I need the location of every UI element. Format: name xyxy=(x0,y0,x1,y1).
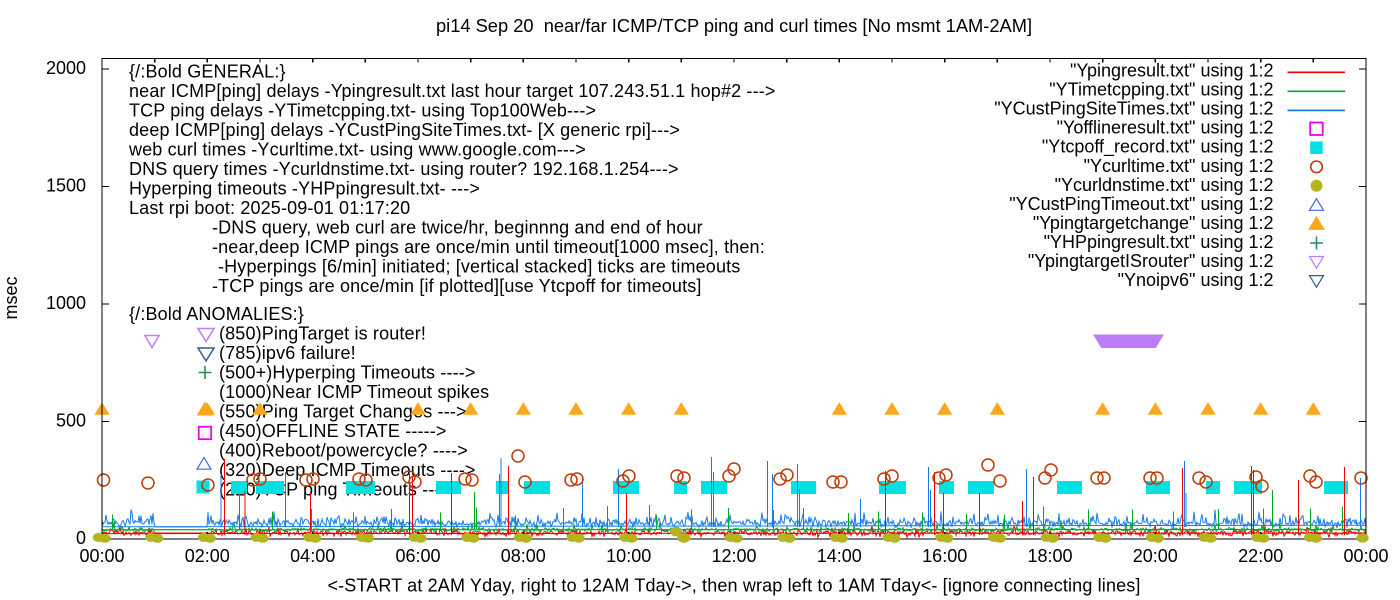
svg-text:Hyperping timeouts -YHPpingres: Hyperping timeouts -YHPpingresult.txt- -… xyxy=(129,179,480,199)
svg-text:1000: 1000 xyxy=(46,293,86,313)
svg-text:14:00: 14:00 xyxy=(817,546,862,566)
svg-text:Last rpi boot: 2025-09-01 01:1: Last rpi boot: 2025-09-01 01:17:20 xyxy=(129,198,410,218)
svg-text:TCP ping delays -YTimetcpping.: TCP ping delays -YTimetcpping.txt- using… xyxy=(129,101,596,121)
svg-text:{/:Bold GENERAL:}: {/:Bold GENERAL:} xyxy=(129,62,286,82)
svg-text:"YHPpingresult.txt" using 1:2: "YHPpingresult.txt" using 1:2 xyxy=(1044,232,1274,252)
svg-text:500: 500 xyxy=(56,410,86,430)
svg-text:"Ytcpoff_record.txt" using 1:2: "Ytcpoff_record.txt" using 1:2 xyxy=(1042,137,1274,158)
svg-text:16:00: 16:00 xyxy=(922,546,967,566)
svg-text:<-START at 2AM Yday, right to: <-START at 2AM Yday, right to 12AM Tday-… xyxy=(327,576,1140,596)
svg-text:(450)OFFLINE STATE ----->: (450)OFFLINE STATE -----> xyxy=(219,421,447,441)
svg-text:"Ypingtargetchange" using 1:2: "Ypingtargetchange" using 1:2 xyxy=(1033,213,1274,233)
svg-text:web curl times -Ycurltime.txt-: web curl times -Ycurltime.txt- using www… xyxy=(128,140,586,160)
svg-text:near ICMP[ping] delays -Ypingr: near ICMP[ping] delays -Ypingresult.txt … xyxy=(129,81,776,101)
svg-text:22:00: 22:00 xyxy=(1238,546,1283,566)
svg-text:(850)PingTarget is router!: (850)PingTarget is router! xyxy=(219,324,426,344)
svg-text:-near,deep ICMP pings are once: -near,deep ICMP pings are once/min until… xyxy=(212,237,765,257)
svg-text:06:00: 06:00 xyxy=(395,546,440,566)
svg-text:(500+)Hyperping Timeouts ---->: (500+)Hyperping Timeouts ----> xyxy=(219,363,476,383)
svg-text:(1000)Near ICMP Timeout spikes: (1000)Near ICMP Timeout spikes xyxy=(219,382,489,402)
svg-text:-TCP pings are once/min [if pl: -TCP pings are once/min [if plotted][use… xyxy=(212,276,702,296)
svg-text:10:00: 10:00 xyxy=(606,546,651,566)
svg-text:deep ICMP[ping] delays -YCustP: deep ICMP[ping] delays -YCustPingSiteTim… xyxy=(129,120,680,140)
svg-text:"YCustPingTimeout.txt" using 1: "YCustPingTimeout.txt" using 1:2 xyxy=(1009,194,1273,214)
svg-text:"YCustPingSiteTimes.txt" using: "YCustPingSiteTimes.txt" using 1:2 xyxy=(994,99,1273,119)
svg-text:(400)Reboot/powercycle? ---->: (400)Reboot/powercycle? ----> xyxy=(219,441,468,461)
svg-text:"YpingtargetISrouter" using 1:: "YpingtargetISrouter" using 1:2 xyxy=(1028,251,1274,271)
svg-text:0: 0 xyxy=(76,528,86,548)
svg-text:"Ynoipv6" using 1:2: "Ynoipv6" using 1:2 xyxy=(1118,270,1274,290)
svg-text:"YTimetcpping.txt" using 1:2: "YTimetcpping.txt" using 1:2 xyxy=(1049,80,1273,100)
svg-text:02:00: 02:00 xyxy=(185,546,230,566)
svg-text:"Yofflineresult.txt" using 1:2: "Yofflineresult.txt" using 1:2 xyxy=(1057,118,1274,138)
svg-text:"Ycurldnstime.txt" using 1:2: "Ycurldnstime.txt" using 1:2 xyxy=(1055,175,1274,195)
svg-text:DNS query times -Ycurldnstime.: DNS query times -Ycurldnstime.txt- using… xyxy=(129,159,679,179)
svg-text:"Ypingresult.txt" using 1:2: "Ypingresult.txt" using 1:2 xyxy=(1070,61,1274,81)
svg-text:(550)Ping Target Changes --->: (550)Ping Target Changes ---> xyxy=(219,402,467,422)
svg-text:msec: msec xyxy=(1,276,21,319)
svg-text:{/:Bold ANOMALIES:}: {/:Bold ANOMALIES:} xyxy=(129,304,304,324)
svg-text:pi14 Sep 20 near/far ICMP/TCP: pi14 Sep 20 near/far ICMP/TCP ping and c… xyxy=(436,15,1032,36)
svg-text:2000: 2000 xyxy=(46,58,86,78)
svg-text:00:00: 00:00 xyxy=(79,546,124,566)
svg-text:-Hyperpings [6/min] initiated;: -Hyperpings [6/min] initiated; [vertical… xyxy=(218,257,740,277)
svg-text:18:00: 18:00 xyxy=(1027,546,1072,566)
svg-text:08:00: 08:00 xyxy=(501,546,546,566)
svg-text:"Ycurltime.txt" using 1:2: "Ycurltime.txt" using 1:2 xyxy=(1084,156,1274,176)
svg-text:(320)Deep ICMP Timeouts ---->: (320)Deep ICMP Timeouts ----> xyxy=(219,460,476,480)
svg-text:20:00: 20:00 xyxy=(1133,546,1178,566)
svg-text:00:00: 00:00 xyxy=(1343,546,1388,566)
svg-text:-DNS query, web curl are twice: -DNS query, web curl are twice/hr, begin… xyxy=(212,218,703,238)
svg-text:04:00: 04:00 xyxy=(290,546,335,566)
svg-text:12:00: 12:00 xyxy=(711,546,756,566)
svg-text:1500: 1500 xyxy=(46,175,86,195)
svg-text:(785)ipv6 failure!: (785)ipv6 failure! xyxy=(219,343,356,363)
